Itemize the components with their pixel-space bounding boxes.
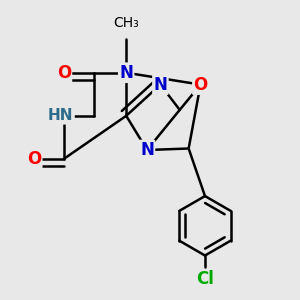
Text: N: N bbox=[140, 141, 154, 159]
Text: O: O bbox=[27, 150, 41, 168]
Text: CH₃: CH₃ bbox=[113, 16, 139, 30]
Text: N: N bbox=[119, 64, 133, 82]
Text: Cl: Cl bbox=[196, 270, 214, 288]
Text: O: O bbox=[194, 76, 208, 94]
Text: N: N bbox=[154, 76, 167, 94]
Text: HN: HN bbox=[48, 108, 74, 123]
Text: O: O bbox=[57, 64, 71, 82]
